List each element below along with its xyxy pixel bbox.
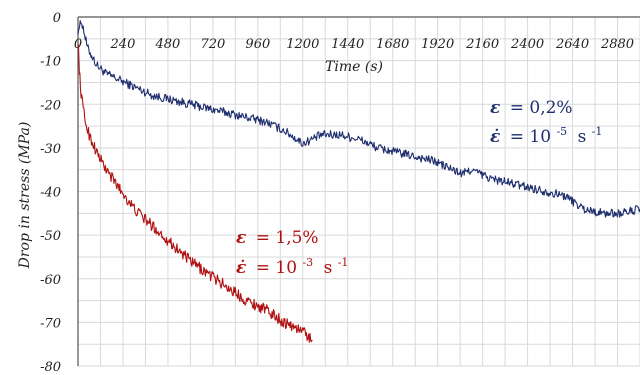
x-tick-label: 240: [110, 37, 136, 52]
y-tick-label: -60: [40, 273, 61, 288]
y-tick-label: -20: [40, 98, 61, 113]
x-tick-label: 720: [200, 37, 225, 52]
series-lines: [77, 20, 640, 343]
y-axis-title: Drop in stress (MPa): [17, 122, 33, 270]
svg-text:ε̇ = 10 -5 s: ε̇ = 10 -5 s -1: [490, 120, 602, 147]
strain-value: = 0,2%: [510, 98, 573, 118]
grid-lines: [77, 16, 640, 367]
y-tick-label: -30: [40, 142, 61, 157]
rate-value: = 10: [256, 258, 297, 278]
svg-text:ε̇ = 10 -3 s: ε̇ = 10 -3 s -1: [236, 251, 348, 278]
y-tick-labels: 0 -10 -20 -30 -40 -50 -60 -70 -80: [40, 11, 61, 375]
x-tick-label: 2640: [555, 37, 589, 52]
x-tick-label: 480: [155, 37, 181, 52]
annotation-red: ε = 1,5% ε̇ = 10 -3 s -1: [236, 228, 348, 278]
rate-symbol: ε̇: [236, 258, 246, 278]
rate-exp: -3: [302, 256, 313, 269]
y-tick-label: 0: [53, 11, 61, 26]
x-tick-label: 2400: [510, 37, 544, 52]
annotation-blue: ε = 0,2% ε̇ = 10 -5 s -1: [490, 98, 602, 147]
x-tick-label: 1440: [331, 37, 364, 52]
series-line-red: [77, 44, 313, 343]
x-axis-title: Time (s): [325, 59, 383, 75]
svg-text:ε = 1,5%: ε = 1,5%: [236, 228, 319, 248]
rate-unit: s: [578, 127, 587, 147]
series-line-blue: [77, 20, 640, 218]
rate-unit: s: [324, 258, 333, 278]
strain-symbol: ε: [236, 228, 246, 248]
x-tick-label: 2160: [465, 37, 499, 52]
y-tick-label: -40: [40, 186, 61, 201]
x-tick-label: 1920: [421, 37, 454, 52]
y-tick-label: -80: [40, 360, 61, 375]
y-tick-label: -10: [40, 55, 61, 70]
x-tick-label: 1200: [286, 37, 319, 52]
x-tick-label: 960: [245, 37, 270, 52]
strain-symbol: ε: [490, 98, 500, 118]
y-tick-label: -50: [40, 229, 61, 244]
strain-value: = 1,5%: [256, 228, 319, 248]
rate-exp: -5: [556, 125, 567, 138]
y-tick-label: -70: [40, 316, 61, 331]
axes: [77, 16, 640, 366]
rate-symbol: ε̇: [490, 127, 500, 147]
rate-unit-exp: -1: [592, 125, 603, 138]
rate-value: = 10: [510, 127, 551, 147]
x-tick-label: 2880: [600, 37, 634, 52]
x-tick-label: 1680: [376, 37, 409, 52]
rate-unit-exp: -1: [338, 256, 349, 269]
x-tick-labels: 0 240 480 720 960 1200 1440 1680 1920 2160 2400 264…: [74, 37, 634, 52]
svg-text:ε = 0,2%: ε = 0,2%: [490, 98, 573, 118]
